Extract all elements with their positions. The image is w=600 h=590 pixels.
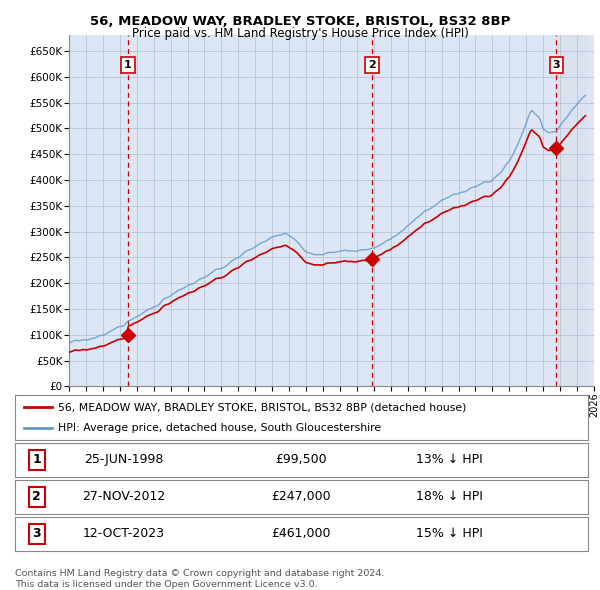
Text: £461,000: £461,000: [272, 527, 331, 540]
Text: 3: 3: [553, 60, 560, 70]
Text: 13% ↓ HPI: 13% ↓ HPI: [416, 453, 483, 466]
Text: 1: 1: [124, 60, 132, 70]
Text: 25-JUN-1998: 25-JUN-1998: [84, 453, 164, 466]
Text: Contains HM Land Registry data © Crown copyright and database right 2024.
This d: Contains HM Land Registry data © Crown c…: [15, 569, 385, 589]
Text: 2: 2: [368, 60, 376, 70]
Text: £247,000: £247,000: [272, 490, 331, 503]
Text: 12-OCT-2023: 12-OCT-2023: [83, 527, 165, 540]
Text: 18% ↓ HPI: 18% ↓ HPI: [416, 490, 483, 503]
Text: 15% ↓ HPI: 15% ↓ HPI: [416, 527, 483, 540]
Text: £99,500: £99,500: [275, 453, 328, 466]
Text: 2: 2: [32, 490, 41, 503]
Text: HPI: Average price, detached house, South Gloucestershire: HPI: Average price, detached house, Sout…: [58, 422, 381, 432]
Text: 3: 3: [32, 527, 41, 540]
Text: 56, MEADOW WAY, BRADLEY STOKE, BRISTOL, BS32 8BP: 56, MEADOW WAY, BRADLEY STOKE, BRISTOL, …: [90, 15, 510, 28]
Text: 27-NOV-2012: 27-NOV-2012: [82, 490, 166, 503]
Text: 1: 1: [32, 453, 41, 466]
Text: 56, MEADOW WAY, BRADLEY STOKE, BRISTOL, BS32 8BP (detached house): 56, MEADOW WAY, BRADLEY STOKE, BRISTOL, …: [58, 402, 466, 412]
Text: Price paid vs. HM Land Registry's House Price Index (HPI): Price paid vs. HM Land Registry's House …: [131, 27, 469, 40]
